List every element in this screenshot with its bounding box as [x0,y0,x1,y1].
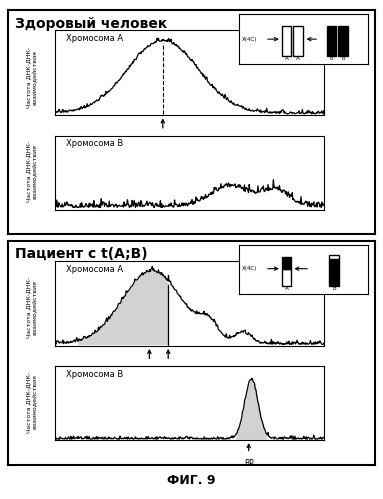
Text: Здоровый человек: Здоровый человек [15,16,167,31]
Text: Положение на хромосоме В: Положение на хромосоме В [212,420,324,429]
Text: Частота ДНК-ДНК-
взаимодействия: Частота ДНК-ДНК- взаимодействия [26,141,37,202]
Text: ФИГ. 9: ФИГ. 9 [167,474,216,487]
Text: Положение на хромосоме А: Положение на хромосоме А [212,308,324,317]
Text: Частота ДНК-ДНК-
взаимодействия: Частота ДНК-ДНК- взаимодействия [26,47,37,108]
Text: Частота ДНК-ДНК-
взаимодействия: Частота ДНК-ДНК- взаимодействия [26,277,37,338]
Text: Положение на хромосоме В: Положение на хромосоме В [212,190,324,199]
Text: Положение на хромосоме А: Положение на хромосоме А [212,77,324,86]
Text: Частота ДНК-ДНК-
взаимодействия: Частота ДНК-ДНК- взаимодействия [26,371,37,433]
Text: Пациент с t(A;B): Пациент с t(A;B) [15,248,147,261]
